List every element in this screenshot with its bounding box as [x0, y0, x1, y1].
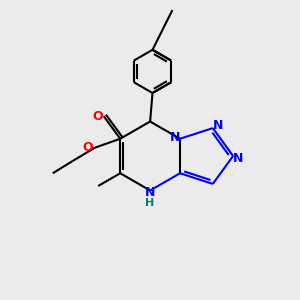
Text: O: O [92, 110, 103, 123]
Text: H: H [146, 198, 155, 208]
Text: N: N [233, 152, 244, 166]
Text: O: O [83, 141, 94, 154]
Text: N: N [145, 185, 155, 199]
Text: N: N [170, 131, 181, 144]
Text: N: N [213, 118, 224, 132]
